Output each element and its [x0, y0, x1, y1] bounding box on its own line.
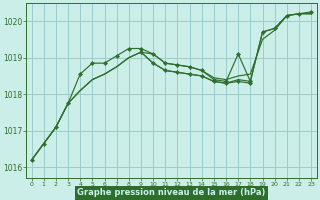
X-axis label: Graphe pression niveau de la mer (hPa): Graphe pression niveau de la mer (hPa) [77, 188, 266, 197]
